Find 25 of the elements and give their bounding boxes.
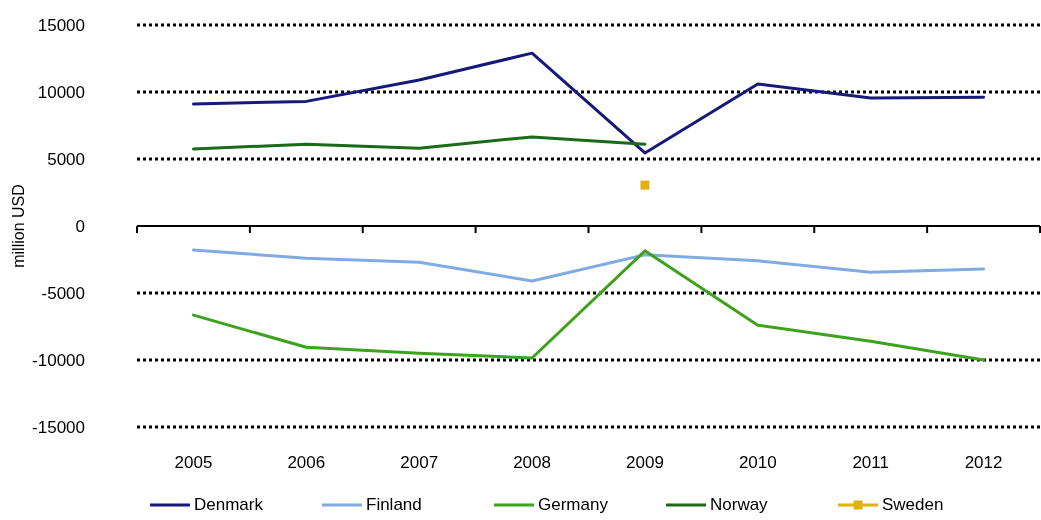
line-series <box>191 51 986 155</box>
x-tick-label: 2008 <box>513 453 551 472</box>
y-tick-label: -5000 <box>41 283 85 303</box>
line-series <box>191 249 986 362</box>
line-series <box>191 248 986 283</box>
line-series <box>191 135 647 151</box>
legend-label: Norway <box>710 495 769 514</box>
y-tick-label: -15000 <box>32 417 85 437</box>
y-tick-label: 10000 <box>37 82 85 102</box>
x-tick-label: 2006 <box>287 453 326 472</box>
legend-label: Denmark <box>194 495 264 514</box>
y-tick-label: 5000 <box>47 149 85 169</box>
x-tick-label: 2005 <box>174 453 213 472</box>
legend-label: Sweden <box>882 495 944 514</box>
y-axis-title: million USD <box>10 184 27 268</box>
x-tick-label: 2009 <box>626 453 664 472</box>
legend-label: Finland <box>366 495 422 514</box>
x-tick-label: 2012 <box>964 453 1003 472</box>
x-tick-label: 2010 <box>738 453 777 472</box>
legend-label: Germany <box>538 495 609 514</box>
y-tick-label: 15000 <box>37 15 85 35</box>
x-tick-label: 2011 <box>852 453 889 472</box>
y-tick-label: -10000 <box>32 350 85 370</box>
x-tick-label: 2007 <box>400 453 439 472</box>
y-tick-label: 0 <box>75 216 85 236</box>
